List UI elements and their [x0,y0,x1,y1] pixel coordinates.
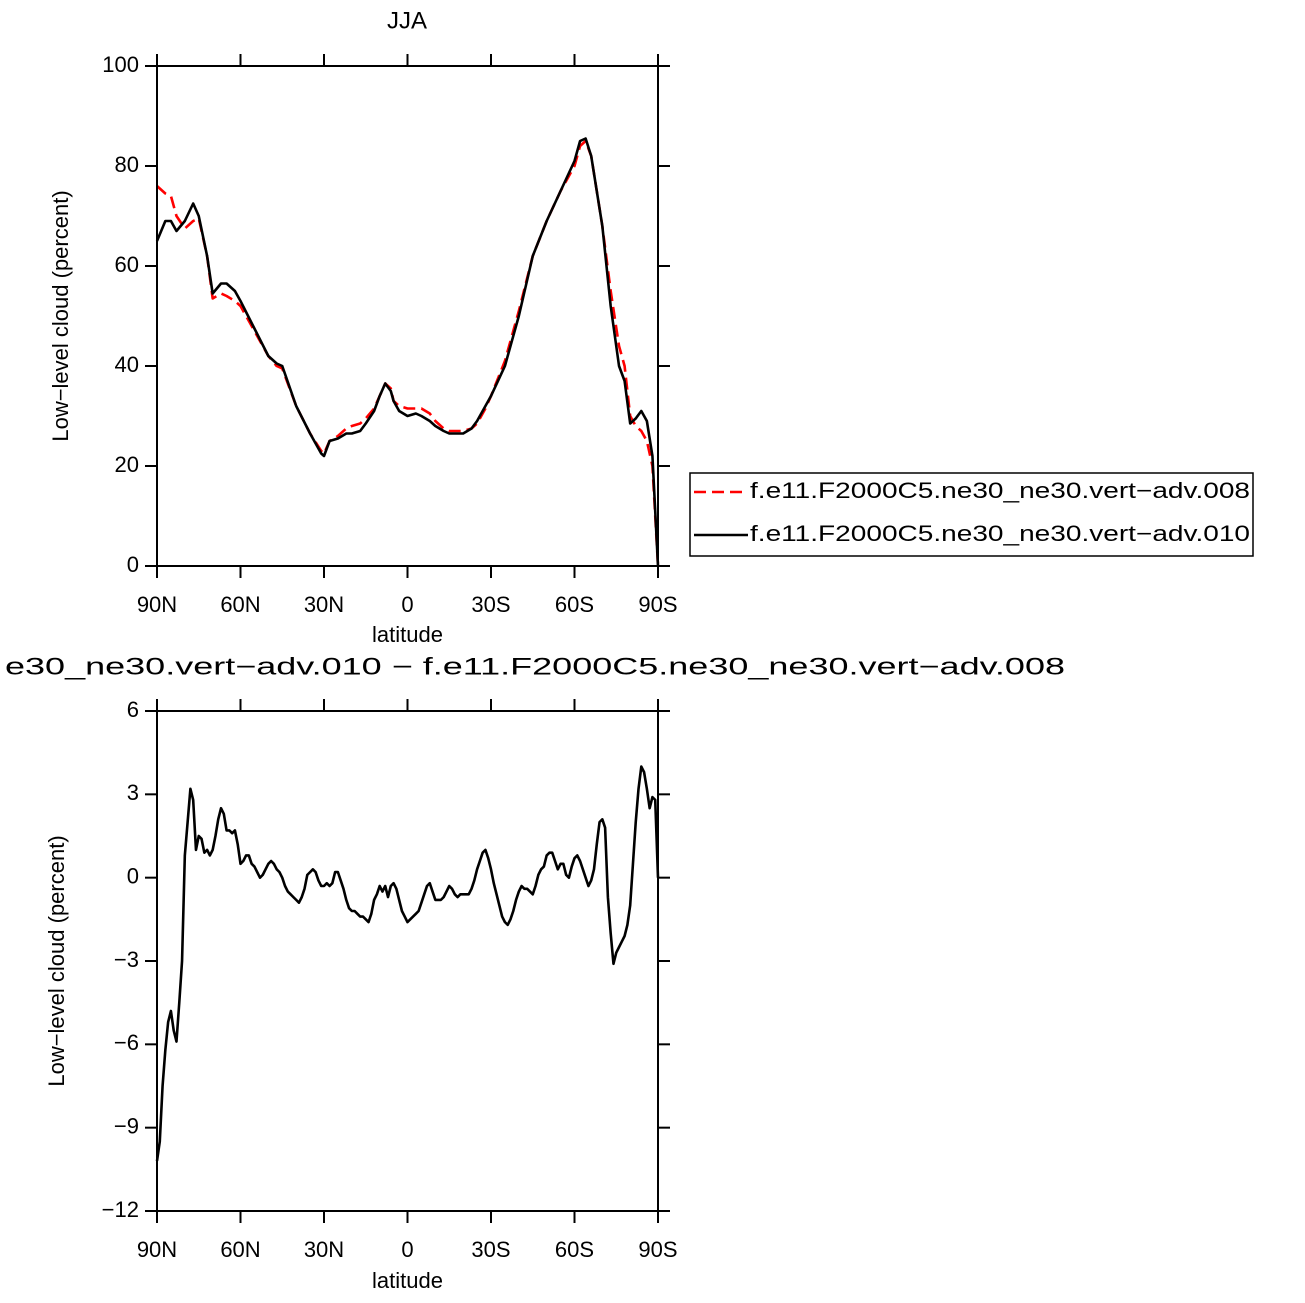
y-tick-label: −9 [114,1113,139,1138]
legend-label: f.e11.F2000C5.ne30_ne30.vert−adv.008 [750,478,1250,503]
x-tick-label: 90S [638,1237,677,1262]
plot-frame [156,65,659,567]
x-tick-label: 30S [471,592,510,617]
x-tick-label: 60S [555,592,594,617]
legend-label: f.e11.F2000C5.ne30_ne30.vert−adv.010 [750,521,1250,546]
y-tick-label: −3 [114,947,139,972]
chart-title: e30_ne30.vert−adv.010 − f.e11.F2000C5.ne… [5,653,1065,680]
data-line [155,137,660,567]
y-axis-label: Low−level cloud (percent) [44,835,69,1086]
x-tick-label: 90S [638,592,677,617]
x-tick-label: 30N [304,592,344,617]
y-axis-label: Low−level cloud (percent) [48,190,73,441]
legend-box [689,472,1254,557]
x-tick-label: 60N [220,1237,260,1262]
y-tick-label: 20 [115,452,139,477]
x-tick-label: 60N [220,592,260,617]
x-tick-label: 90N [137,592,177,617]
x-tick-label: 30S [471,1237,510,1262]
data-line [156,139,660,567]
y-tick-label: 80 [115,152,139,177]
y-tick-label: 100 [102,52,139,77]
y-tick-label: −6 [114,1030,139,1055]
y-tick-label: 60 [115,252,139,277]
y-tick-label: 0 [127,552,139,577]
x-tick-label: 60S [555,1237,594,1262]
y-tick-label: −12 [102,1197,139,1222]
x-axis-label: latitude [372,1268,443,1293]
data-line [155,765,660,1162]
chart-title: JJA [387,7,427,34]
x-tick-label: 0 [401,1237,413,1262]
x-tick-label: 0 [401,592,413,617]
y-tick-label: 0 [127,863,139,888]
plot-frame [156,710,659,1212]
y-tick-label: 3 [127,780,139,805]
x-tick-label: 90N [137,1237,177,1262]
x-axis-label: latitude [372,622,443,647]
x-tick-label: 30N [304,1237,344,1262]
y-tick-label: 6 [127,697,139,722]
y-tick-label: 40 [115,352,139,377]
